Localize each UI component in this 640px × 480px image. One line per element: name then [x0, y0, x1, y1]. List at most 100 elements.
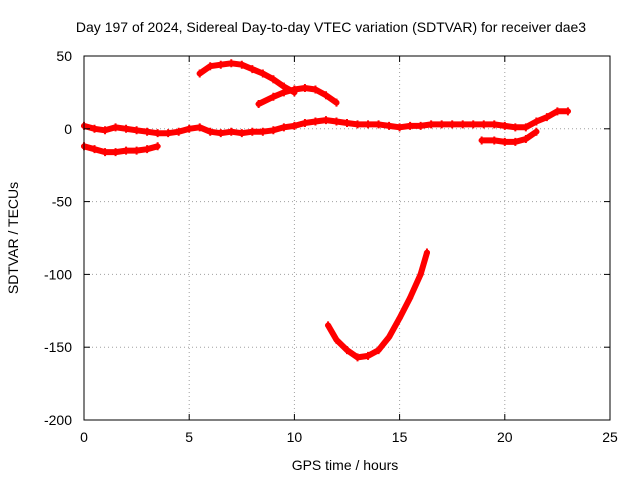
- data-point: [291, 121, 298, 130]
- data-point: [112, 148, 119, 157]
- data-point: [249, 65, 256, 74]
- data-point: [501, 137, 508, 146]
- x-axis-label: GPS time / hours: [292, 457, 399, 473]
- data-point: [396, 314, 403, 323]
- grid: [84, 56, 610, 420]
- data-point: [478, 136, 485, 145]
- y-tick-label: -150: [44, 339, 72, 355]
- data-point: [322, 116, 329, 125]
- data-point: [512, 123, 519, 132]
- x-tick-label: 10: [287, 429, 303, 445]
- data-point: [386, 121, 393, 130]
- data-point: [102, 148, 109, 157]
- data-point: [375, 346, 382, 355]
- data-point: [501, 121, 508, 130]
- data-point: [325, 321, 332, 330]
- data-point: [333, 335, 340, 344]
- data-point: [91, 145, 98, 154]
- data-point: [238, 60, 245, 69]
- data-point: [354, 353, 361, 362]
- data-point: [512, 137, 519, 146]
- data-point: [312, 117, 319, 126]
- data-point: [301, 118, 308, 127]
- data-point: [365, 120, 372, 129]
- data-point: [407, 121, 414, 130]
- data-point: [154, 129, 161, 138]
- x-tick-label: 20: [497, 429, 513, 445]
- data-point: [301, 84, 308, 93]
- data-point: [423, 248, 430, 257]
- data-point: [470, 120, 477, 129]
- data-point: [144, 127, 151, 136]
- data-point: [228, 59, 235, 68]
- data-point: [522, 123, 529, 132]
- chart-title: Day 197 of 2024, Sidereal Day-to-day VTE…: [76, 19, 586, 35]
- data-point: [417, 270, 424, 279]
- data-point: [259, 127, 266, 136]
- data-point: [165, 129, 172, 138]
- data-point: [123, 124, 130, 133]
- data-point: [228, 127, 235, 136]
- data-point: [154, 142, 161, 151]
- data-point: [312, 85, 319, 94]
- data-point: [533, 117, 540, 126]
- data-point: [280, 88, 287, 97]
- data-point: [259, 69, 266, 78]
- axes: 0 5 10 15 20 25 -200 -150 -100 -50 0 50: [44, 48, 618, 445]
- data-point: [249, 127, 256, 136]
- data-point: [186, 124, 193, 133]
- data-point: [217, 60, 224, 69]
- data-point: [522, 134, 529, 143]
- series-line-track-high-arc: [196, 60, 298, 96]
- x-tick-label: 0: [80, 429, 88, 445]
- data-point: [554, 107, 561, 116]
- data-point: [175, 127, 182, 136]
- data-point: [449, 120, 456, 129]
- plot-frame: [83, 55, 611, 421]
- data-point: [133, 146, 140, 155]
- x-tick-label: 5: [185, 429, 193, 445]
- data-point: [238, 129, 245, 138]
- data-point: [207, 62, 214, 71]
- data-point: [480, 120, 487, 129]
- data-point: [491, 120, 498, 129]
- x-tick-label: 15: [392, 429, 408, 445]
- data-point: [417, 121, 424, 130]
- data-point: [133, 126, 140, 135]
- data-point: [344, 346, 350, 355]
- y-axis-label: SDTVAR / TECUs: [5, 182, 21, 294]
- data-point: [491, 136, 498, 145]
- data-point: [396, 123, 403, 132]
- data-point: [291, 85, 298, 94]
- data-point: [270, 75, 277, 84]
- data-point: [354, 120, 361, 129]
- data-point: [333, 98, 340, 107]
- data-point: [196, 123, 203, 132]
- data-point: [270, 92, 277, 101]
- data-point: [564, 107, 571, 116]
- y-tick-label: -100: [44, 266, 72, 282]
- data-point: [344, 118, 350, 127]
- data-point: [123, 146, 130, 155]
- x-tick-label: 25: [602, 429, 618, 445]
- data-point: [438, 120, 445, 129]
- data-point: [375, 120, 382, 129]
- data-point: [102, 126, 109, 135]
- data-point: [207, 127, 214, 136]
- data-point: [407, 293, 414, 302]
- y-tick-label: 50: [56, 48, 72, 64]
- data-point: [280, 123, 287, 132]
- data-point: [459, 120, 466, 129]
- y-tick-label: -200: [44, 412, 72, 428]
- y-tick-label: 0: [64, 121, 72, 137]
- data-point: [365, 351, 372, 360]
- data-point: [112, 123, 119, 132]
- data-point: [543, 113, 550, 122]
- data-series-group: [81, 59, 571, 362]
- data-point: [217, 129, 224, 138]
- y-tick-label: -50: [52, 194, 72, 210]
- data-point: [91, 124, 98, 133]
- data-point: [196, 69, 203, 78]
